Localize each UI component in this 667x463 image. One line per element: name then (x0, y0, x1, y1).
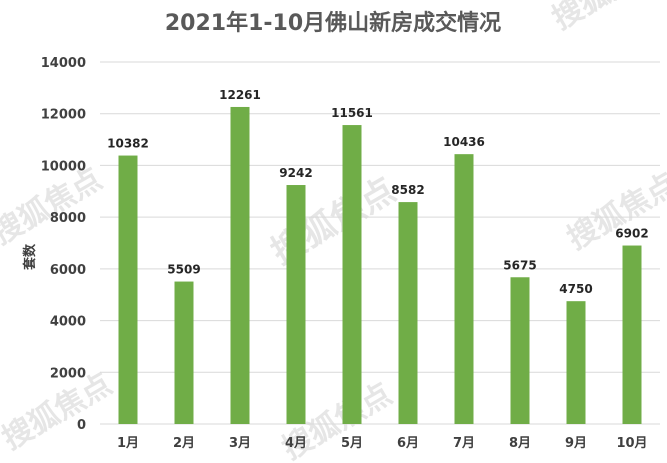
x-axis-ticks: 1月 2月 3月 4月 5月 6月 7月 8月 9月 10月 (117, 436, 648, 451)
data-label: 8582 (391, 183, 424, 197)
data-labels: 10382 5509 12261 9242 11561 8582 10436 5675 4750… (107, 88, 649, 296)
bar (118, 155, 138, 424)
y-tick-label: 4000 (50, 315, 86, 330)
watermark-text: 搜狐焦点 (562, 167, 667, 257)
data-label: 5675 (503, 258, 536, 272)
data-label: 5509 (167, 263, 200, 277)
x-tick-label: 8月 (509, 436, 531, 451)
y-tick-label: 14000 (41, 56, 86, 71)
data-label: 6902 (615, 227, 648, 241)
bar (398, 202, 418, 424)
y-axis-label: 套数 (22, 243, 38, 271)
bar (566, 301, 586, 424)
bar (342, 125, 362, 424)
y-tick-label: 12000 (41, 108, 86, 123)
data-label: 12261 (219, 88, 261, 102)
bar (230, 106, 250, 424)
x-tick-label: 9月 (565, 436, 587, 451)
y-tick-label: 0 (77, 418, 86, 433)
x-tick-label: 5月 (341, 436, 363, 451)
x-tick-label: 3月 (229, 436, 251, 451)
y-tick-label: 2000 (50, 366, 86, 381)
bar (286, 185, 306, 424)
y-tick-label: 8000 (50, 211, 86, 226)
y-tick-label: 6000 (50, 263, 86, 278)
x-tick-label: 2月 (173, 436, 195, 451)
data-label: 4750 (559, 282, 592, 296)
bar (510, 277, 530, 424)
data-label: 9242 (279, 166, 312, 180)
watermark-text: 搜狐焦点 (547, 0, 667, 37)
x-tick-label: 1月 (117, 436, 139, 451)
y-tick-label: 10000 (41, 159, 86, 174)
watermark-text: 搜狐焦点 (265, 170, 403, 273)
x-tick-label: 4月 (285, 436, 307, 451)
chart-title: 2021年1-10月佛山新房成交情况 (165, 10, 501, 36)
data-label: 10382 (107, 137, 149, 151)
watermark-text: 搜狐焦点 (0, 162, 108, 252)
bar (174, 281, 194, 424)
y-axis-ticks: 0 2000 4000 6000 8000 10000 12000 14000 (41, 56, 86, 433)
bar (454, 154, 474, 425)
data-label: 11561 (331, 106, 373, 120)
x-tick-label: 10月 (616, 436, 647, 451)
bar (622, 245, 642, 424)
bars (118, 106, 642, 425)
x-tick-label: 6月 (397, 436, 419, 451)
data-label: 10436 (443, 135, 485, 149)
x-tick-label: 7月 (453, 436, 475, 451)
